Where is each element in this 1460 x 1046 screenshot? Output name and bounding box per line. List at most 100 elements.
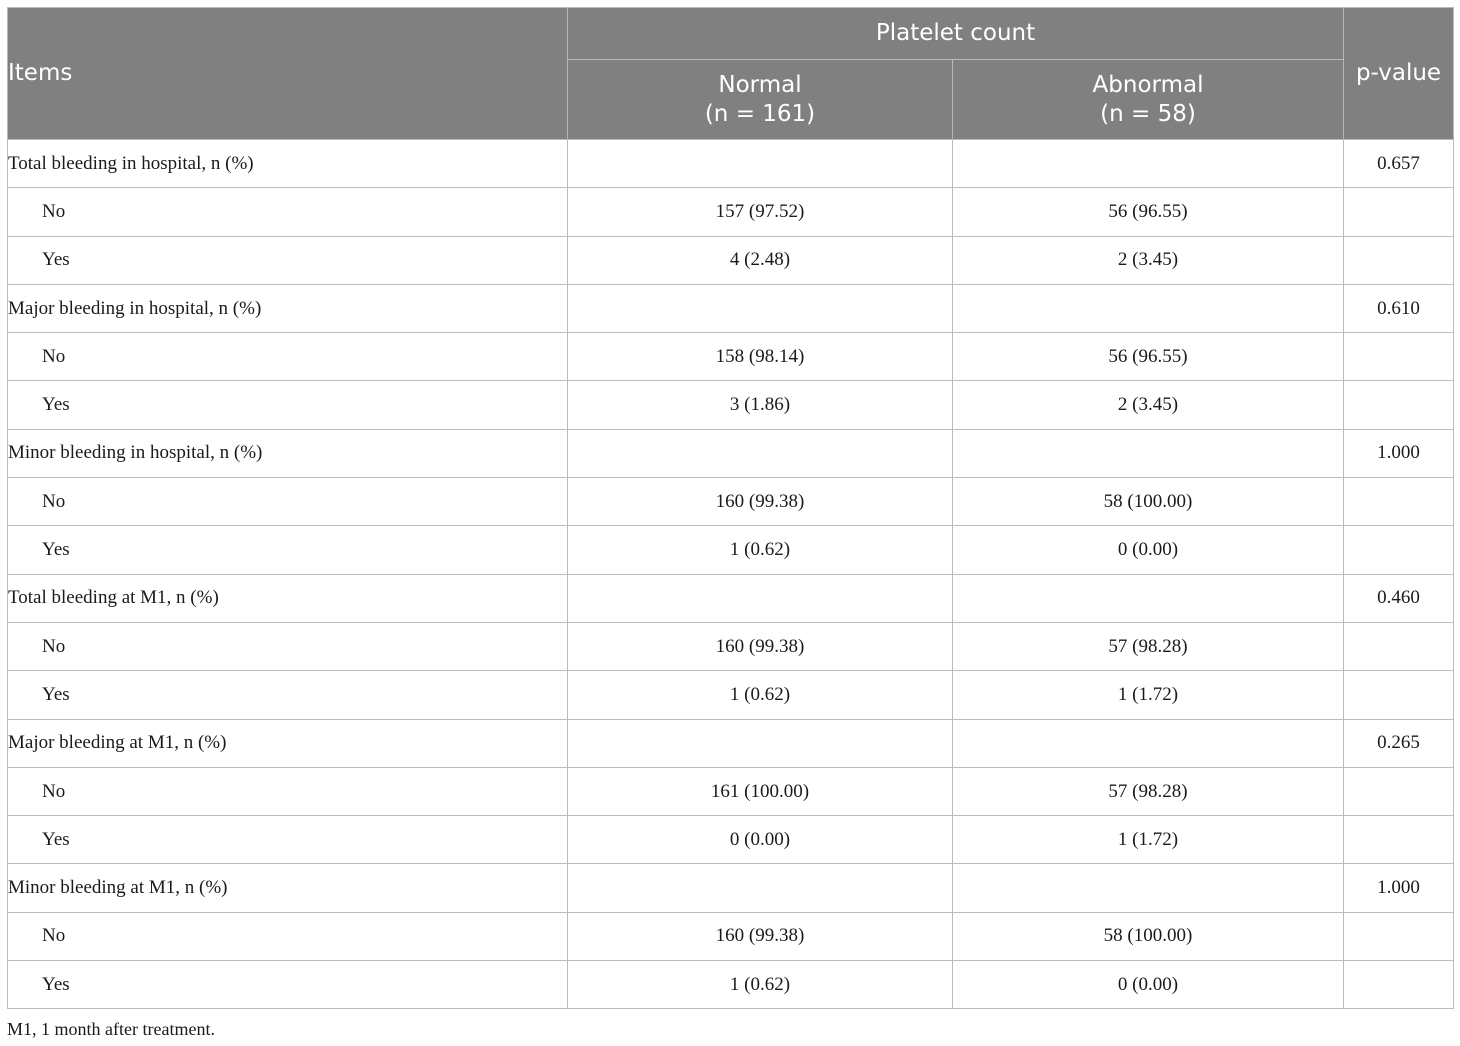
normal-value-cell: 4 (2.48) <box>567 235 953 285</box>
abnormal-value-cell: 1 (1.72) <box>951 670 1345 720</box>
normal-value-cell: 158 (98.14) <box>567 332 953 382</box>
row-sublabel: Yes <box>7 670 568 720</box>
p-value-cell: 1.000 <box>1343 428 1455 479</box>
p-value-cell <box>1343 477 1455 527</box>
items-column-header: Items <box>7 7 568 140</box>
p-value-cell <box>1343 621 1455 672</box>
table-row: Major bleeding at M1, n (%) 0.265 <box>7 718 1455 768</box>
abnormal-value-cell <box>951 138 1345 189</box>
abnormal-value-cell: 2 (3.45) <box>951 380 1345 430</box>
row-sublabel: No <box>7 332 568 382</box>
abnormal-value-cell: 58 (100.00) <box>951 477 1345 527</box>
normal-value-cell: 1 (0.62) <box>567 960 953 1010</box>
abnormal-value-cell: 0 (0.00) <box>951 960 1345 1010</box>
row-sublabel: Yes <box>7 960 568 1010</box>
table-body: Total bleeding in hospital, n (%) 0.657 No… <box>7 138 1455 1010</box>
abnormal-value-cell: 56 (96.55) <box>951 332 1345 382</box>
p-value-cell <box>1343 525 1455 575</box>
normal-value-cell: 161 (100.00) <box>567 766 953 817</box>
row-label: Minor bleeding at M1, n (%) <box>7 863 568 913</box>
normal-label: Normal <box>718 71 802 98</box>
abnormal-label: Abnormal <box>1092 71 1204 98</box>
row-sublabel: Yes <box>7 525 568 575</box>
abnormal-value-cell: 56 (96.55) <box>951 187 1345 237</box>
row-sublabel: No <box>7 621 568 672</box>
table-row: Minor bleeding at M1, n (%) 1.000 <box>7 863 1455 913</box>
row-sublabel: No <box>7 187 568 237</box>
table-row: No 160 (99.38) 58 (100.00) <box>7 477 1455 527</box>
p-value-cell: 0.460 <box>1343 573 1455 623</box>
row-label: Minor bleeding in hospital, n (%) <box>7 428 568 479</box>
normal-value-cell: 160 (99.38) <box>567 477 953 527</box>
p-value-cell <box>1343 380 1455 430</box>
table-row: Minor bleeding in hospital, n (%) 1.000 <box>7 428 1455 479</box>
table-row: Total bleeding at M1, n (%) 0.460 <box>7 573 1455 623</box>
normal-value-cell <box>567 863 953 913</box>
p-value-cell <box>1343 332 1455 382</box>
normal-value-cell <box>567 573 953 623</box>
table-row: No 160 (99.38) 57 (98.28) <box>7 621 1455 672</box>
table-row: Yes 0 (0.00) 1 (1.72) <box>7 815 1455 865</box>
p-value-cell: 0.265 <box>1343 718 1455 768</box>
row-label: Total bleeding at M1, n (%) <box>7 573 568 623</box>
p-value-cell <box>1343 815 1455 865</box>
p-value-cell: 0.657 <box>1343 138 1455 189</box>
row-sublabel: No <box>7 477 568 527</box>
table-row: Major bleeding in hospital, n (%) 0.610 <box>7 283 1455 334</box>
p-value-cell <box>1343 670 1455 720</box>
table-row: No 160 (99.38) 58 (100.00) <box>7 911 1455 962</box>
normal-value-cell <box>567 283 953 334</box>
normal-value-cell: 1 (0.62) <box>567 525 953 575</box>
normal-value-cell <box>567 428 953 479</box>
abnormal-n: (n = 58) <box>1100 100 1196 127</box>
normal-column-header: Normal (n = 161) <box>567 59 953 140</box>
abnormal-value-cell <box>951 428 1345 479</box>
abnormal-value-cell: 57 (98.28) <box>951 766 1345 817</box>
abnormal-value-cell: 2 (3.45) <box>951 235 1345 285</box>
p-value-cell: 1.000 <box>1343 863 1455 913</box>
normal-value-cell: 3 (1.86) <box>567 380 953 430</box>
abnormal-value-cell: 1 (1.72) <box>951 815 1345 865</box>
table-row: Yes 1 (0.62) 1 (1.72) <box>7 670 1455 720</box>
normal-value-cell: 157 (97.52) <box>567 187 953 237</box>
normal-value-cell: 1 (0.62) <box>567 670 953 720</box>
abnormal-column-header: Abnormal (n = 58) <box>951 59 1345 140</box>
table-row: No 157 (97.52) 56 (96.55) <box>7 187 1455 237</box>
row-sublabel: No <box>7 911 568 962</box>
platelet-count-group-header: Platelet count <box>566 7 1345 60</box>
table-row: Yes 3 (1.86) 2 (3.45) <box>7 380 1455 430</box>
normal-value-cell: 160 (99.38) <box>567 621 953 672</box>
p-value-cell <box>1343 960 1455 1010</box>
abnormal-value-cell: 0 (0.00) <box>951 525 1345 575</box>
table-row: No 161 (100.00) 57 (98.28) <box>7 766 1455 817</box>
normal-n: (n = 161) <box>704 100 816 127</box>
row-label: Major bleeding in hospital, n (%) <box>7 283 568 334</box>
bleeding-table: Items Platelet count p-value Normal (n =… <box>7 7 1455 1010</box>
p-value-cell <box>1343 235 1455 285</box>
abnormal-value-cell: 57 (98.28) <box>951 621 1345 672</box>
row-label: Total bleeding in hospital, n (%) <box>7 138 568 189</box>
p-value-cell <box>1343 911 1455 962</box>
normal-value-cell <box>567 138 953 189</box>
p-value-column-header: p-value <box>1343 7 1455 140</box>
table-row: Yes 4 (2.48) 2 (3.45) <box>7 235 1455 285</box>
table-footnote: M1, 1 month after treatment. <box>7 1019 215 1039</box>
table-row: No 158 (98.14) 56 (96.55) <box>7 332 1455 382</box>
p-value-cell: 0.610 <box>1343 283 1455 334</box>
abnormal-value-cell <box>951 283 1345 334</box>
abnormal-value-cell <box>951 718 1345 768</box>
row-label: Major bleeding at M1, n (%) <box>7 718 568 768</box>
p-value-cell <box>1343 187 1455 237</box>
table-row: Total bleeding in hospital, n (%) 0.657 <box>7 138 1455 189</box>
p-value-cell <box>1343 766 1455 817</box>
row-sublabel: Yes <box>7 235 568 285</box>
normal-value-cell <box>567 718 953 768</box>
row-sublabel: Yes <box>7 380 568 430</box>
abnormal-value-cell <box>951 573 1345 623</box>
row-sublabel: No <box>7 766 568 817</box>
table-header: Items Platelet count p-value Normal (n =… <box>7 7 1455 140</box>
table-row: Yes 1 (0.62) 0 (0.00) <box>7 525 1455 575</box>
normal-value-cell: 0 (0.00) <box>567 815 953 865</box>
abnormal-value-cell: 58 (100.00) <box>951 911 1345 962</box>
normal-value-cell: 160 (99.38) <box>567 911 953 962</box>
